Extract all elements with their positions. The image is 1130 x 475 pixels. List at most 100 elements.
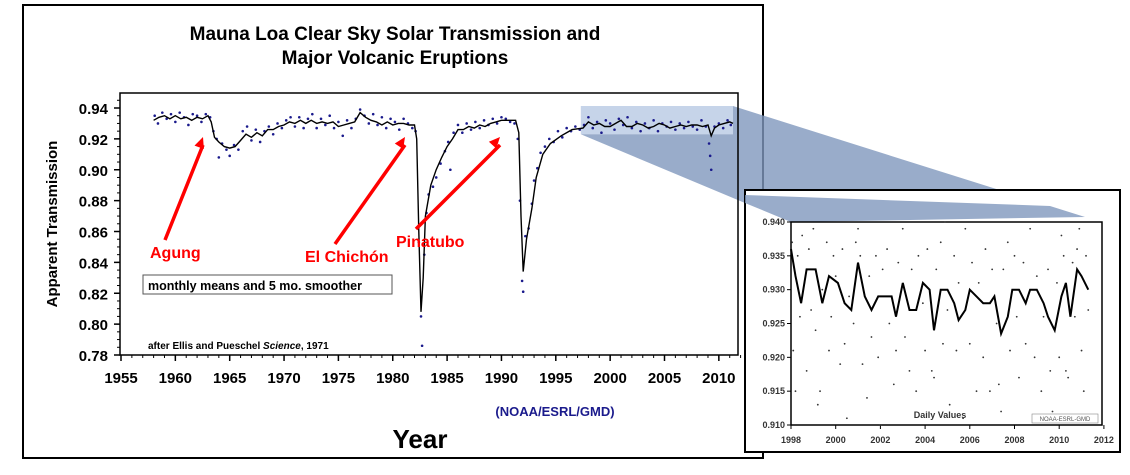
monthly-mean-point	[543, 145, 547, 148]
inset-smoother-line	[790, 248, 1090, 338]
monthly-mean-point	[608, 122, 612, 125]
daily-value-point	[942, 342, 944, 345]
daily-value-point	[1067, 376, 1070, 379]
inset-x-tick-label: 2004	[915, 435, 935, 445]
daily-value-point	[879, 424, 882, 426]
daily-value-point	[944, 221, 947, 223]
monthly-mean-point	[280, 126, 284, 130]
monthly-mean-point	[332, 126, 336, 130]
daily-value-point	[1006, 241, 1009, 244]
legend-text: monthly means and 5 mo. smoother	[148, 279, 362, 293]
inset-x-tick-label: 2012	[1094, 435, 1114, 445]
daily-value-point	[881, 268, 884, 271]
monthly-mean-point	[595, 120, 599, 124]
monthly-mean-point	[643, 122, 647, 125]
daily-value-point	[901, 227, 904, 230]
annotation-arrow	[163, 144, 205, 241]
daily-value-point	[877, 356, 880, 359]
monthly-mean-point	[389, 117, 392, 121]
monthly-mean-point	[491, 117, 495, 121]
daily-value-point	[821, 288, 824, 291]
monthly-mean-point	[678, 122, 682, 125]
daily-value-point	[977, 282, 980, 284]
monthly-mean-point	[547, 137, 551, 141]
daily-value-point	[1015, 315, 1018, 318]
daily-value-point	[832, 254, 835, 257]
daily-value-point	[861, 363, 864, 365]
arrowhead-icon	[394, 137, 405, 149]
daily-value-point	[839, 363, 842, 365]
daily-value-point	[859, 254, 862, 257]
y-tick-label: 0.84	[79, 255, 109, 272]
daily-value-point	[897, 261, 900, 264]
daily-value-point	[939, 241, 942, 244]
daily-value-point	[964, 227, 967, 230]
monthly-mean-point	[700, 119, 703, 122]
legend-box	[142, 274, 393, 295]
inset-credit-box	[1031, 413, 1099, 424]
inset-x-tick-label: 2008	[1004, 435, 1024, 445]
monthly-mean-point	[204, 112, 208, 116]
daily-value-point	[1058, 356, 1061, 359]
daily-value-point	[870, 336, 873, 338]
monthly-mean-point	[465, 122, 468, 125]
daily-value-point	[1082, 390, 1085, 393]
monthly-mean-point	[156, 122, 160, 125]
inset-x-tick-label: 2010	[1049, 435, 1069, 445]
monthly-mean-point	[245, 125, 249, 128]
x-tick-label: 1975	[322, 370, 355, 387]
monthly-mean-point	[187, 123, 190, 127]
daily-value-point	[801, 234, 804, 237]
monthly-mean-point	[495, 122, 499, 125]
inset-x-tick-label: 2006	[960, 435, 980, 445]
monthly-mean-point	[469, 128, 473, 131]
y-tick-label: 0.90	[79, 163, 108, 180]
monthly-mean-point	[613, 128, 616, 131]
monthly-mean-point	[358, 108, 362, 111]
daily-value-point	[948, 403, 951, 406]
daily-value-point	[955, 349, 958, 352]
x-tick-label: 1980	[376, 370, 409, 387]
monthly-mean-point	[384, 126, 388, 130]
inset-x-tick-label: 1998	[781, 435, 801, 445]
daily-value-point	[957, 282, 960, 284]
monthly-mean-point	[367, 122, 371, 125]
daily-value-point	[1078, 227, 1081, 230]
daily-value-point	[930, 369, 933, 372]
daily-value-point	[997, 383, 1000, 386]
zoom-wedge-inset	[745, 195, 1085, 222]
monthly-mean-point	[397, 128, 401, 131]
x-axis-label: Year	[393, 424, 448, 454]
monthly-mean-point	[419, 315, 423, 318]
monthly-mean-point	[161, 111, 164, 114]
monthly-mean-point	[420, 344, 424, 348]
daily-value-point	[841, 248, 844, 250]
monthly-mean-point	[461, 131, 464, 134]
monthly-mean-point	[574, 125, 577, 128]
monthly-mean-point	[380, 115, 384, 119]
monthly-mean-point	[191, 112, 195, 116]
daily-value-point	[1009, 349, 1011, 352]
daily-value-point	[1022, 261, 1025, 264]
inset-y-tick-label: 0.930	[762, 285, 785, 295]
monthly-mean-point	[656, 129, 660, 133]
citation-authors: after Ellis and Pueschel	[148, 341, 263, 352]
daily-value-point	[1029, 227, 1032, 230]
x-tick-label: 2005	[648, 370, 681, 387]
inset-y-tick-label: 0.910	[762, 420, 785, 430]
daily-value-point	[852, 322, 855, 325]
daily-value-point	[933, 376, 935, 379]
daily-value-point	[995, 322, 998, 325]
monthly-mean-point	[284, 119, 288, 122]
daily-value-point	[875, 254, 877, 257]
chart-title: Mauna Loa Clear Sky Solar Transmission a…	[190, 24, 601, 45]
daily-value-point	[791, 241, 794, 244]
monthly-mean-point	[639, 129, 642, 133]
y-tick-label: 0.94	[79, 101, 109, 118]
y-tick-label: 0.82	[79, 286, 108, 303]
daily-value-point	[935, 268, 938, 271]
monthly-mean-point	[634, 120, 638, 124]
annotation-label: El Chichón	[305, 249, 389, 266]
daily-value-point	[908, 369, 911, 372]
